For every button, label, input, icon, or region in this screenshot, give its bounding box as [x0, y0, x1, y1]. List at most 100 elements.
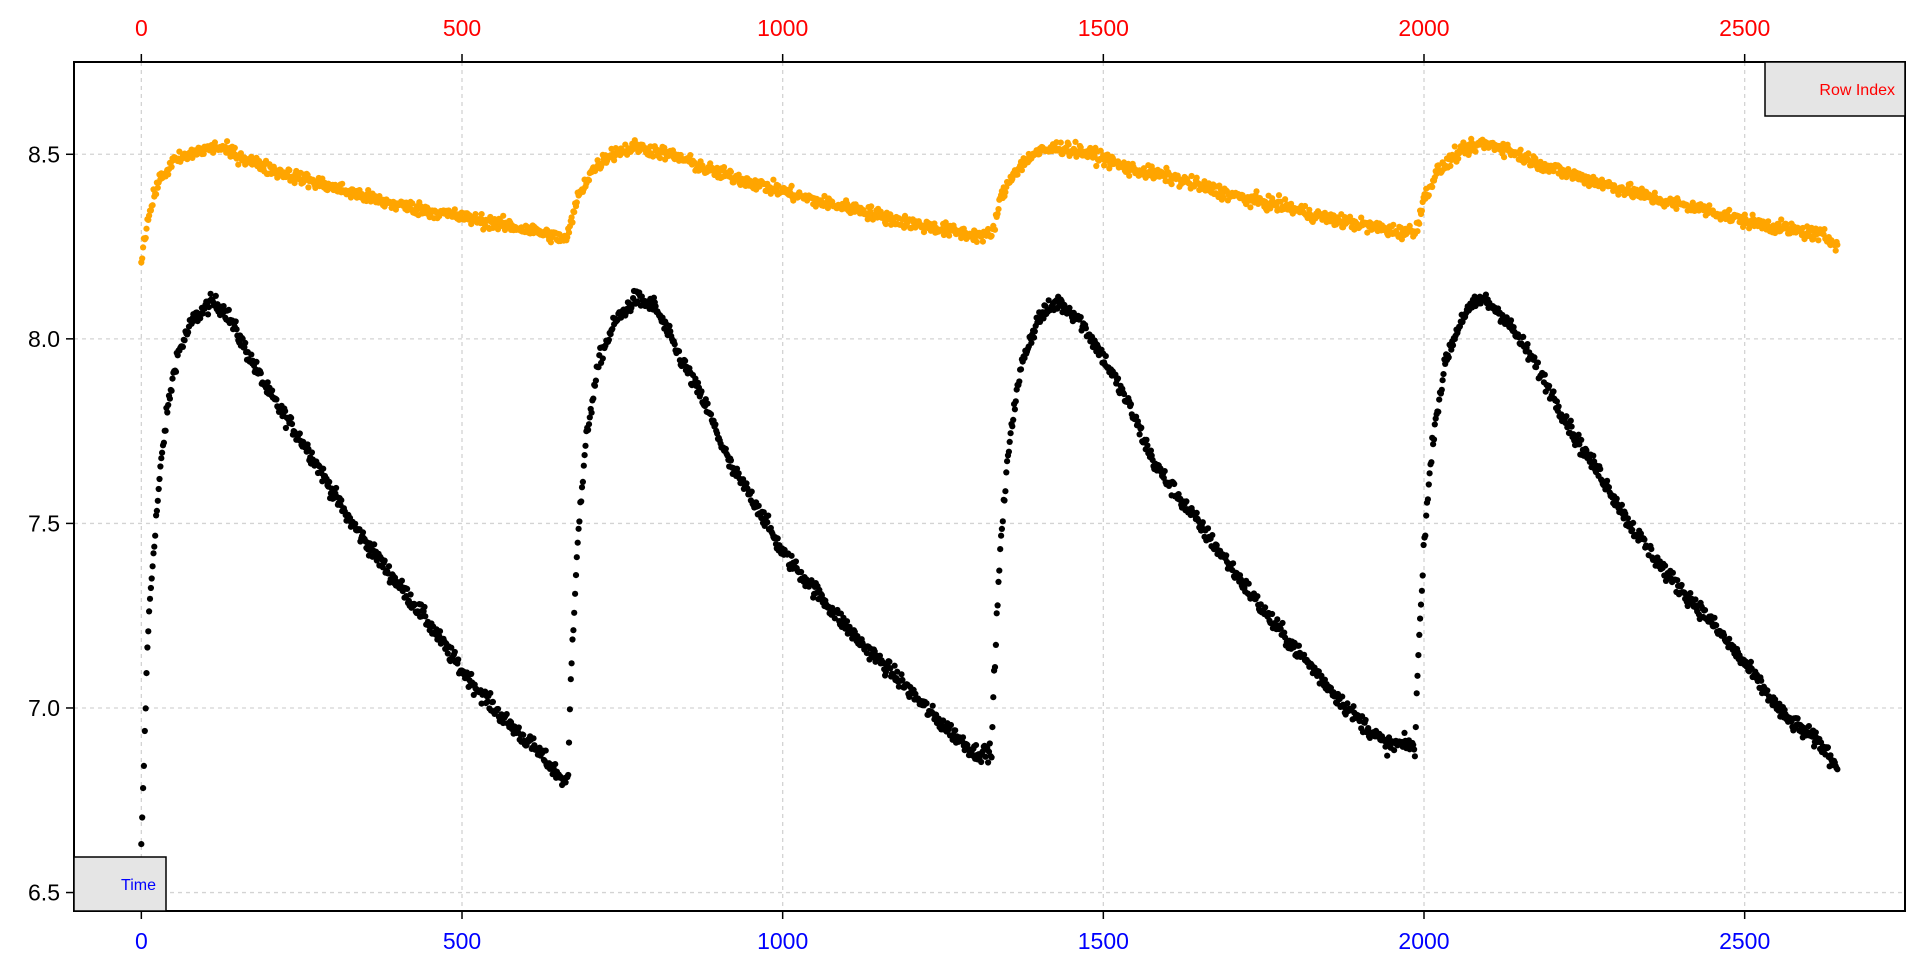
data-point [1257, 601, 1264, 608]
data-point [1824, 744, 1831, 751]
data-point [1204, 525, 1212, 532]
data-point [1812, 729, 1819, 736]
data-point [1417, 601, 1425, 608]
data-point [605, 336, 613, 343]
data-point [253, 358, 260, 365]
data-point [770, 176, 777, 183]
data-point [422, 613, 429, 620]
data-point [296, 430, 303, 437]
data-point [1136, 431, 1143, 438]
data-point [722, 445, 729, 452]
data-point [1168, 181, 1175, 188]
data-point [1418, 587, 1425, 594]
data-point [798, 568, 805, 576]
data-point [200, 150, 207, 157]
data-point [365, 187, 372, 194]
plot-frame [73, 61, 1906, 912]
data-point [650, 294, 658, 301]
data-point [207, 290, 214, 297]
data-point [882, 668, 890, 676]
data-point [912, 690, 919, 698]
data-point [257, 370, 264, 377]
data-point [572, 590, 579, 597]
data-point [1193, 509, 1200, 516]
data-point [891, 662, 898, 669]
data-point [166, 395, 173, 402]
data-point [1011, 406, 1019, 413]
x-bottom-tick-label: 2000 [1398, 928, 1449, 954]
data-point [146, 212, 153, 219]
data-point [162, 427, 169, 434]
data-point [1301, 651, 1308, 658]
data-point [952, 727, 959, 734]
data-point [682, 357, 689, 365]
data-point [1429, 183, 1436, 191]
data-point [1692, 596, 1699, 603]
data-point [1445, 354, 1452, 361]
data-point [568, 214, 575, 221]
data-point [1267, 205, 1274, 212]
data-point [1018, 167, 1025, 174]
legend-box-frame [1764, 61, 1906, 117]
data-point [1005, 448, 1013, 455]
data-point [139, 814, 146, 821]
data-point [573, 199, 580, 206]
data-point [158, 455, 165, 462]
data-point [1410, 741, 1417, 749]
data-point [1274, 616, 1281, 623]
data-point [1183, 498, 1190, 505]
data-point [436, 628, 444, 635]
data-point [1425, 481, 1432, 488]
legend-box: Time [73, 856, 167, 912]
data-point [959, 734, 967, 741]
data-point [155, 485, 162, 493]
data-point [901, 212, 909, 219]
x-top-tick-label: 1500 [1078, 15, 1129, 41]
data-point [1440, 371, 1447, 378]
data-point [988, 232, 995, 239]
data-point [1138, 424, 1145, 431]
data-point [1550, 388, 1557, 395]
data-point [1425, 192, 1432, 199]
data-point [735, 470, 742, 477]
data-point [1415, 652, 1422, 659]
data-point [1622, 510, 1629, 517]
data-point [468, 670, 475, 678]
data-point [843, 618, 851, 625]
data-point [986, 740, 993, 747]
data-point [585, 426, 592, 434]
data-point [634, 298, 641, 305]
data-point [1449, 342, 1457, 349]
data-point [197, 315, 204, 322]
data-point [320, 465, 327, 472]
data-point [590, 395, 597, 402]
data-point [1003, 469, 1010, 476]
data-point [169, 375, 176, 382]
data-point [1575, 431, 1582, 438]
data-point [199, 310, 206, 317]
data-point [1678, 581, 1685, 589]
data-point [1253, 188, 1260, 195]
data-point [574, 539, 581, 546]
data-point [568, 660, 575, 667]
data-point [233, 326, 240, 333]
data-point [1662, 562, 1669, 569]
data-point [1254, 593, 1261, 600]
data-point [1713, 622, 1720, 629]
data-point [220, 303, 227, 310]
data-point [1384, 752, 1391, 759]
data-point [165, 171, 172, 178]
data-point [409, 200, 416, 207]
data-point [1401, 729, 1408, 737]
data-point [609, 325, 616, 333]
data-point [1568, 423, 1575, 430]
data-point [1412, 724, 1419, 731]
series-1 [138, 135, 1841, 266]
data-point [982, 753, 989, 760]
data-point [599, 355, 606, 362]
x-bottom-tick-label: 2500 [1719, 928, 1770, 954]
data-point [530, 735, 537, 742]
data-point [478, 211, 485, 218]
data-point [1327, 218, 1334, 225]
